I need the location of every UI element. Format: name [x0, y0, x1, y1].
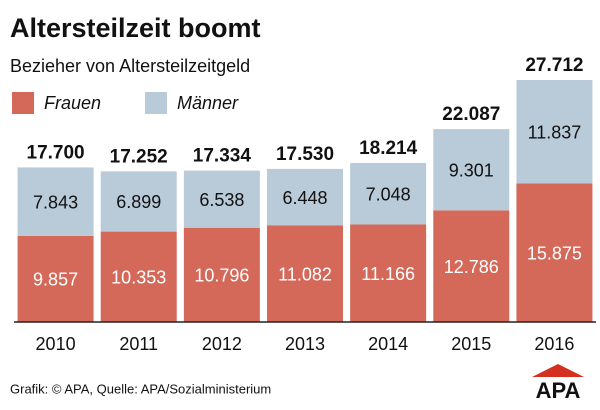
bar-segment [516, 183, 593, 322]
logo-roof [532, 364, 584, 377]
total-label: 18.214 [359, 138, 418, 159]
value-label: 11.166 [361, 264, 415, 284]
value-label: 10.353 [111, 268, 166, 288]
value-label: 11.837 [528, 122, 582, 142]
bar-segment [17, 235, 94, 322]
x-tick-label: 2011 [119, 334, 158, 354]
logo: APA [536, 378, 581, 403]
total-label: 17.334 [193, 146, 252, 167]
x-tick-label: 2010 [36, 334, 76, 354]
total-label: 17.530 [276, 144, 334, 165]
legend-label: Frauen [44, 93, 101, 113]
bar-segment [516, 80, 593, 184]
x-tick-label: 2016 [534, 334, 574, 354]
value-label: 9.301 [449, 160, 494, 180]
legend-label: Männer [177, 93, 239, 113]
bar-segment [433, 210, 510, 322]
legend-swatch [145, 92, 167, 114]
chart-title: Altersteilzeit boomt [10, 13, 261, 43]
value-label: 12.786 [444, 257, 499, 277]
bar-segment [350, 224, 427, 322]
bar-segment [350, 162, 427, 225]
chart-subtitle: Bezieher von Altersteilzeitgeld [10, 56, 250, 76]
source: Grafik: © APA, Quelle: APA/Sozialministe… [10, 381, 271, 396]
bar-segment [100, 171, 177, 232]
value-label: 11.082 [278, 264, 332, 284]
x-tick-label: 2013 [285, 334, 325, 354]
total-label: 27.712 [525, 55, 583, 76]
bar-segment [267, 225, 343, 322]
bar-segment [100, 231, 177, 322]
value-label: 6.448 [282, 188, 327, 208]
value-label: 6.899 [116, 192, 161, 212]
bar-segment [183, 170, 260, 228]
x-tick-label: 2012 [202, 334, 242, 354]
value-label: 15.875 [527, 243, 582, 263]
x-tick-label: 2015 [451, 334, 491, 354]
value-label: 6.538 [199, 190, 244, 210]
value-label: 7.048 [366, 184, 411, 204]
total-label: 22.087 [442, 104, 500, 125]
legend-swatch [12, 92, 34, 114]
bar-segment [183, 227, 260, 322]
bar-segment [267, 168, 343, 226]
x-tick-label: 2014 [368, 334, 408, 354]
value-label: 9.857 [33, 270, 78, 290]
value-label: 10.796 [194, 266, 249, 286]
bar-segment [17, 167, 94, 236]
bar-segment [433, 129, 510, 211]
total-label: 17.252 [110, 146, 168, 167]
total-label: 17.700 [27, 142, 85, 163]
value-label: 7.843 [33, 192, 78, 212]
